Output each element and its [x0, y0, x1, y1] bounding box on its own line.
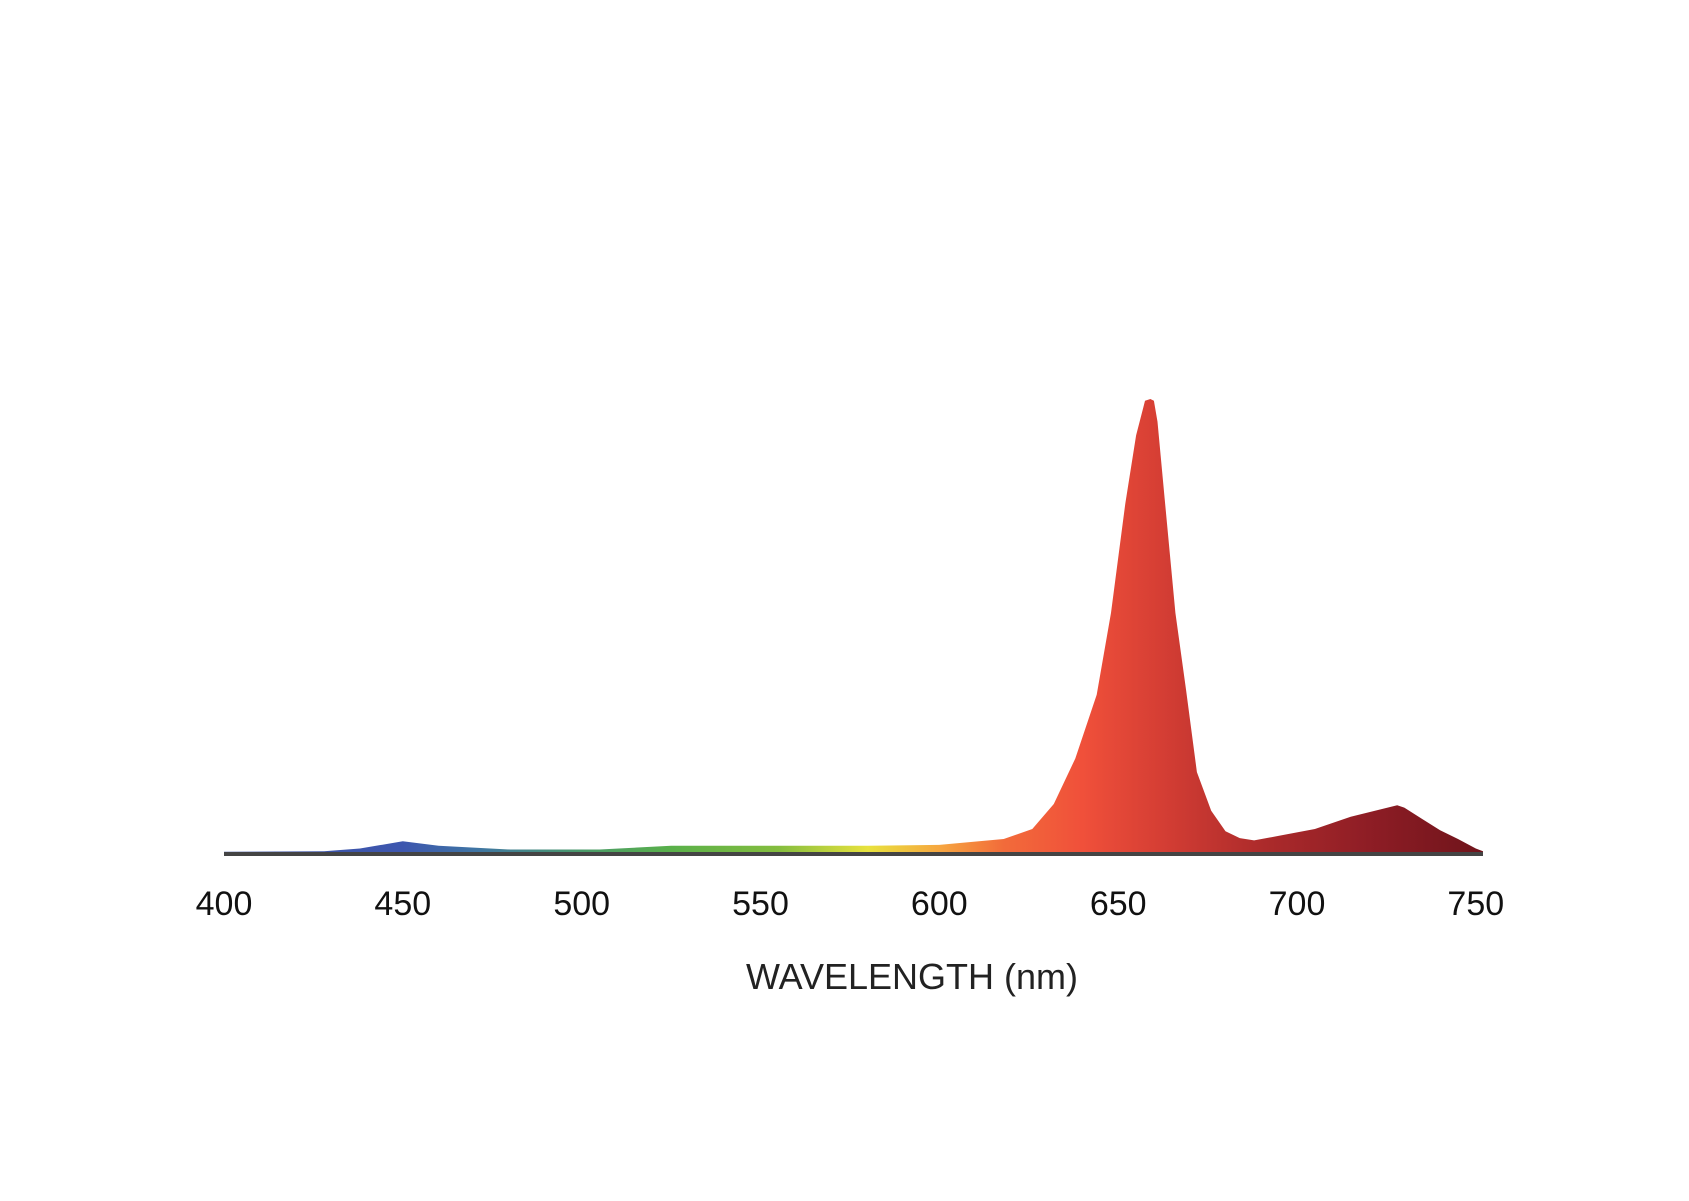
x-tick-label: 750 [1447, 885, 1504, 923]
x-tick-label: 600 [911, 885, 968, 923]
x-tick-label: 550 [732, 885, 789, 923]
x-tick-label: 700 [1269, 885, 1326, 923]
x-tick-label: 650 [1090, 885, 1147, 923]
x-tick-labels: 400 450 500 550 600 650 700 750 [196, 885, 1505, 923]
x-tick-label: 450 [374, 885, 431, 923]
plot-area [224, 399, 1483, 856]
x-axis-title: WAVELENGTH (nm) [746, 956, 1078, 997]
x-tick-label: 400 [196, 885, 253, 923]
x-tick-label: 500 [553, 885, 610, 923]
spectrum-area [224, 399, 1483, 854]
